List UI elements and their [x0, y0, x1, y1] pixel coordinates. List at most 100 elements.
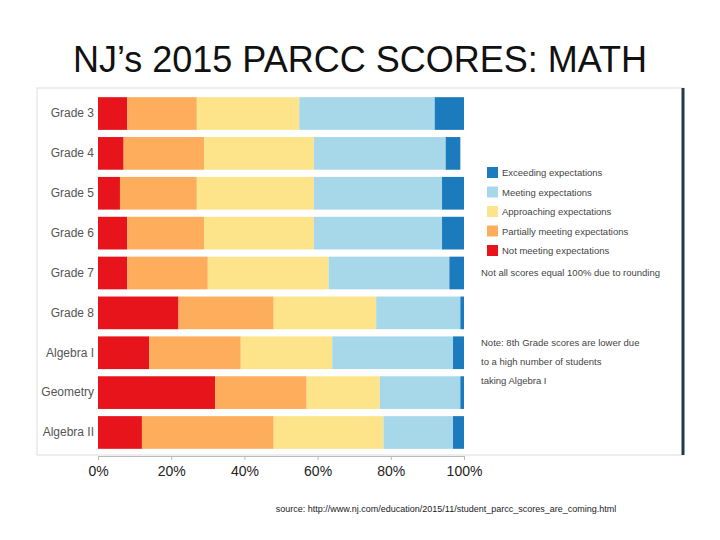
bar-segment [435, 97, 464, 130]
x-tick: 40% [231, 456, 259, 479]
category-label: Algebra I [46, 346, 94, 360]
x-axis: 0% 20% 40% 60% 80% 100% [88, 456, 482, 479]
x-tick-label: 100% [447, 463, 483, 479]
x-tick-label: 80% [377, 463, 405, 479]
category-label: Grade 5 [51, 186, 95, 200]
bar-segment [376, 297, 460, 330]
x-tick: 20% [158, 456, 186, 479]
legend-label: Not meeting expectations [502, 245, 609, 256]
bar-segment [98, 257, 127, 290]
legend-label: Approaching expectations [502, 206, 612, 217]
bar-segment [120, 177, 197, 210]
bar-segment [179, 297, 274, 330]
bar-segment [98, 97, 127, 130]
bar-segment [149, 336, 241, 369]
annotation-text: Note: 8th Grade scores are lower due [481, 337, 639, 348]
legend-swatch [487, 245, 498, 256]
bar-segment [98, 177, 120, 210]
legend-swatch [487, 206, 498, 217]
bar-segment [124, 137, 205, 170]
y-axis: Grade 3 Grade 4 Grade 5 Grade 6 Grade 7 Grade… [41, 106, 94, 439]
bar-segment [460, 297, 464, 330]
bar-segment [98, 376, 215, 409]
legend: Exceeding expectations Meeting expectatio… [487, 167, 628, 256]
legend-item: Partially meeting expectations [487, 226, 628, 237]
x-tick-mark [98, 456, 99, 460]
y-tick: Grade 7 [51, 266, 95, 280]
panel-edge [682, 88, 685, 455]
title: NJ’s 2015 PARCC SCORES: MATH [73, 39, 647, 80]
bar-segment [299, 97, 434, 130]
x-tick-mark [464, 456, 465, 460]
bar-segment [274, 297, 376, 330]
bar-segment [453, 336, 464, 369]
bar-segment [314, 177, 442, 210]
legend-item: Approaching expectations [487, 206, 612, 217]
bar-segment [197, 97, 299, 130]
y-tick: Grade 5 [51, 186, 95, 200]
series-group [299, 97, 460, 449]
bar-segment [208, 257, 329, 290]
category-label: Grade 4 [51, 146, 95, 160]
bar-segment [329, 257, 450, 290]
bar-segment [314, 137, 446, 170]
x-tick: 100% [447, 456, 483, 479]
bar-segment [204, 137, 314, 170]
bar-segment [98, 416, 142, 449]
bar-segment [215, 376, 307, 409]
x-tick: 80% [377, 456, 405, 479]
bar-segment [380, 376, 461, 409]
x-tick-mark [391, 456, 392, 460]
legend-label: Exceeding expectations [502, 167, 603, 178]
chart-svg: NJ’s 2015 PARCC SCORES: MATH 0% 20% 40% 60% 8… [0, 0, 720, 540]
category-label: Geometry [41, 385, 94, 399]
bar-segment [307, 376, 380, 409]
legend-item: Exceeding expectations [487, 167, 603, 178]
x-tick-mark [171, 456, 172, 460]
category-label: Grade 8 [51, 306, 95, 320]
x-tick-label: 40% [231, 463, 259, 479]
x-tick-mark [318, 456, 319, 460]
annotation: Note: 8th Grade scores are lower dueto a… [481, 337, 639, 386]
bar-segment [383, 416, 453, 449]
x-tick: 0% [88, 456, 108, 479]
category-label: Grade 6 [51, 226, 95, 240]
bar-segment [98, 336, 149, 369]
x-tick-label: 0% [88, 463, 108, 479]
y-tick: Grade 4 [51, 146, 95, 160]
bar-segment [442, 177, 464, 210]
legend-item: Meeting expectations [487, 187, 592, 198]
legend-label: Partially meeting expectations [502, 226, 628, 237]
y-tick: Grade 8 [51, 306, 95, 320]
bar-segment [241, 336, 332, 369]
bars [98, 97, 464, 449]
annotation: Not all scores equal 100% due to roundin… [481, 267, 660, 278]
bar-segment [127, 217, 204, 250]
legend-swatch [487, 226, 498, 237]
bar-segment [204, 217, 314, 250]
y-tick: Algebra II [43, 425, 94, 439]
annotation-text: Not all scores equal 100% due to roundin… [481, 267, 660, 278]
category-label: Algebra II [43, 425, 94, 439]
x-tick-label: 20% [158, 463, 186, 479]
background [0, 0, 720, 540]
bar-segment [274, 416, 384, 449]
bar-segment [314, 217, 442, 250]
x-tick-label: 60% [304, 463, 332, 479]
bar-segment [98, 297, 179, 330]
y-tick: Algebra I [46, 346, 94, 360]
series-group [435, 97, 464, 449]
legend-label: Meeting expectations [502, 187, 592, 198]
source: source: http://www.nj.com/education/2015… [276, 504, 617, 514]
series-group [98, 97, 215, 449]
y-tick: Grade 6 [51, 226, 95, 240]
legend-swatch [487, 187, 498, 198]
bar-segment [332, 336, 453, 369]
y-tick: Grade 3 [51, 106, 95, 120]
category-label: Grade 7 [51, 266, 95, 280]
legend-swatch [487, 167, 498, 178]
annotation-text: taking Algebra I [481, 375, 547, 386]
bar-segment [142, 416, 274, 449]
x-axis-line [99, 457, 465, 461]
bar-segment [460, 376, 464, 409]
